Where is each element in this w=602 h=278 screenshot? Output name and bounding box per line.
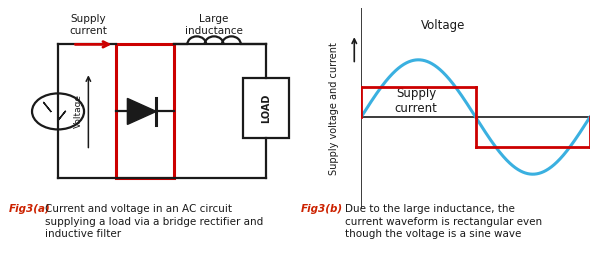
Bar [243, 78, 289, 138]
Bar [116, 44, 173, 178]
Text: Fig3(b): Fig3(b) [301, 204, 343, 214]
Text: Voltage: Voltage [421, 19, 466, 32]
Text: Voltage: Voltage [74, 95, 82, 128]
Text: Large
inductance: Large inductance [185, 14, 243, 36]
Text: Fig3(a): Fig3(a) [9, 204, 51, 214]
Polygon shape [128, 98, 157, 125]
Text: Current and voltage in an AC circuit
supplying a load via a bridge rectifier and: Current and voltage in an AC circuit sup… [45, 204, 263, 239]
Text: Due to the large inductance, the
current waveform is rectangular even
though the: Due to the large inductance, the current… [345, 204, 542, 239]
Text: Supply
current: Supply current [69, 14, 107, 36]
Text: LOAD: LOAD [261, 94, 271, 123]
Text: Supply
current: Supply current [395, 87, 438, 115]
Text: Supply voltage and current: Supply voltage and current [329, 42, 340, 175]
